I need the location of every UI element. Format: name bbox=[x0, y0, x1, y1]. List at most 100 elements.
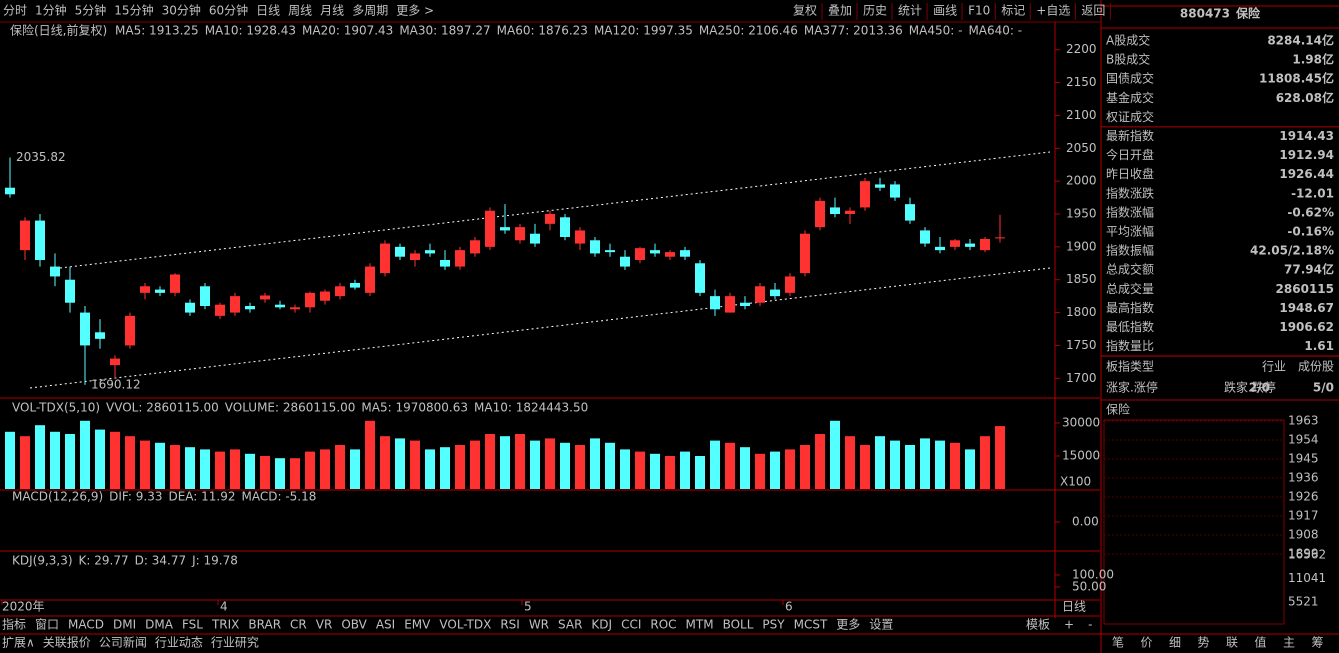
toolbar-button[interactable]: 60分钟 bbox=[209, 3, 248, 18]
candle-body bbox=[980, 238, 990, 251]
toolbar-button[interactable]: 统计 bbox=[898, 4, 922, 18]
indicator-tab[interactable]: MCST bbox=[794, 618, 828, 632]
candle-body bbox=[530, 233, 540, 244]
indicator-tab[interactable]: DMI bbox=[113, 618, 136, 632]
volume-bar bbox=[800, 444, 810, 489]
candle-body bbox=[440, 260, 450, 267]
volume-bar bbox=[95, 429, 105, 489]
volume-bar bbox=[965, 449, 975, 489]
volume-bar bbox=[590, 438, 600, 489]
mini-tick-label: 1945 bbox=[1288, 452, 1319, 466]
indicator-tab[interactable]: DMA bbox=[145, 618, 174, 632]
indicator-tab[interactable]: 设置 bbox=[869, 618, 893, 632]
side-button[interactable]: 主 bbox=[1283, 636, 1295, 650]
toolbar-button[interactable]: 15分钟 bbox=[114, 3, 153, 18]
info-label: 最低指数 bbox=[1106, 319, 1154, 334]
volume-bar bbox=[170, 444, 180, 489]
info-label: A股成交 bbox=[1106, 33, 1150, 48]
indicator-tab[interactable]: ASI bbox=[376, 618, 395, 632]
toolbar-button[interactable]: +自选 bbox=[1036, 4, 1070, 18]
y-tick-label: 2100 bbox=[1066, 108, 1097, 122]
toolbar-button[interactable]: 更多 > bbox=[396, 4, 434, 18]
bottom-tab[interactable]: 扩展∧ bbox=[2, 636, 35, 650]
toolbar-button[interactable]: 多周期 bbox=[352, 4, 388, 18]
indicator-tab[interactable]: EMV bbox=[404, 618, 431, 632]
volume-bar bbox=[335, 444, 345, 489]
indicator-tab[interactable]: FSL bbox=[182, 618, 203, 632]
info-label: B股成交 bbox=[1106, 52, 1150, 67]
toolbar-button[interactable]: 返回 bbox=[1081, 4, 1105, 18]
toolbar-button[interactable]: 复权 bbox=[793, 4, 817, 18]
toolbar-button[interactable]: F10 bbox=[968, 4, 990, 18]
indicator-tab[interactable]: 更多 bbox=[836, 618, 860, 632]
indicator-tab[interactable]: ROC bbox=[650, 618, 676, 632]
toolbar-button[interactable]: 历史 bbox=[863, 4, 887, 18]
side-button[interactable]: 价 bbox=[1140, 636, 1152, 650]
indicator-tab[interactable]: CR bbox=[290, 618, 307, 632]
indicator-tab[interactable]: SAR bbox=[558, 618, 582, 632]
toolbar-button[interactable]: 周线 bbox=[288, 4, 312, 18]
candle-body bbox=[95, 332, 105, 339]
template-tab[interactable]: - bbox=[1088, 618, 1092, 632]
indicator-tab[interactable]: BOLL bbox=[723, 618, 754, 632]
toolbar-button[interactable]: 画线 bbox=[933, 4, 957, 18]
side-button[interactable]: 联 bbox=[1226, 636, 1238, 650]
candle-body bbox=[65, 279, 75, 303]
indicator-tab[interactable]: RSI bbox=[500, 618, 520, 632]
volume-bar bbox=[785, 449, 795, 489]
side-button[interactable]: 筹 bbox=[1311, 636, 1323, 650]
indicator-tab[interactable]: MTM bbox=[686, 618, 714, 632]
toolbar-button[interactable]: 日线 bbox=[256, 4, 280, 18]
candle-body bbox=[395, 246, 405, 257]
volume-bar bbox=[365, 420, 375, 489]
volume-bar bbox=[380, 436, 390, 489]
side-button[interactable]: 值 bbox=[1254, 635, 1266, 650]
indicator-tab[interactable]: MACD bbox=[68, 618, 104, 632]
toolbar-button[interactable]: 30分钟 bbox=[162, 3, 201, 18]
indicator-tab[interactable]: KDJ bbox=[591, 618, 612, 632]
indicator-tab[interactable]: 窗口 bbox=[35, 618, 59, 632]
high-label: 2035.82 bbox=[16, 150, 66, 164]
candle-body bbox=[860, 181, 870, 208]
bottom-tab[interactable]: 行业研究 bbox=[211, 635, 259, 650]
template-tab[interactable]: 模板 bbox=[1026, 618, 1050, 632]
toolbar-button[interactable]: 分时 bbox=[3, 4, 27, 18]
volume-bar bbox=[410, 440, 420, 489]
indicator-tab[interactable]: WR bbox=[529, 618, 549, 632]
bottom-tab[interactable]: 公司新闻 bbox=[99, 635, 147, 650]
toolbar-button[interactable]: 叠加 bbox=[828, 4, 852, 18]
updown-value: 5/0 bbox=[1313, 381, 1334, 395]
trend-line bbox=[29, 267, 1051, 389]
template-tab[interactable]: + bbox=[1064, 618, 1074, 632]
volume-bar bbox=[980, 436, 990, 489]
y-tick-label: 2150 bbox=[1066, 75, 1097, 89]
toolbar-button[interactable]: 5分钟 bbox=[75, 3, 107, 18]
volume-bar bbox=[230, 449, 240, 489]
toolbar-button[interactable]: 1分钟 bbox=[35, 3, 67, 18]
indicator-tab[interactable]: TRIX bbox=[211, 618, 239, 632]
bottom-tab[interactable]: 行业动态 bbox=[155, 636, 203, 650]
side-button[interactable]: 势 bbox=[1197, 636, 1209, 650]
candle-body bbox=[965, 243, 975, 247]
indicator-tab[interactable]: BRAR bbox=[248, 618, 281, 632]
volume-legend: MA10: 1824443.50 bbox=[474, 401, 588, 415]
indicator-tab[interactable]: 指标 bbox=[2, 617, 26, 632]
indicator-tab[interactable]: VR bbox=[316, 618, 333, 632]
y-tick-label: 100.00 bbox=[1072, 567, 1114, 581]
index-code: 880473 bbox=[1180, 7, 1230, 21]
volume-bar bbox=[200, 449, 210, 489]
indicator-tab[interactable]: VOL-TDX bbox=[439, 618, 491, 632]
bottom-tab[interactable]: 关联报价 bbox=[43, 635, 91, 650]
indicator-tab[interactable]: PSY bbox=[762, 618, 785, 632]
side-button[interactable]: 细 bbox=[1169, 636, 1181, 650]
macd-legend: MACD: -5.18 bbox=[242, 490, 317, 504]
toolbar-button[interactable]: 月线 bbox=[320, 4, 344, 18]
ma-legend: MA30: 1897.27 bbox=[399, 24, 490, 38]
indicator-tab[interactable]: CCI bbox=[621, 618, 641, 632]
toolbar-button[interactable]: 标记 bbox=[1001, 4, 1025, 18]
candle-body bbox=[305, 292, 315, 308]
indicator-tab[interactable]: OBV bbox=[341, 618, 367, 632]
side-button[interactable]: 笔 bbox=[1112, 635, 1124, 650]
y-tick-label: 0.00 bbox=[1072, 515, 1099, 529]
candle-body bbox=[425, 250, 435, 254]
